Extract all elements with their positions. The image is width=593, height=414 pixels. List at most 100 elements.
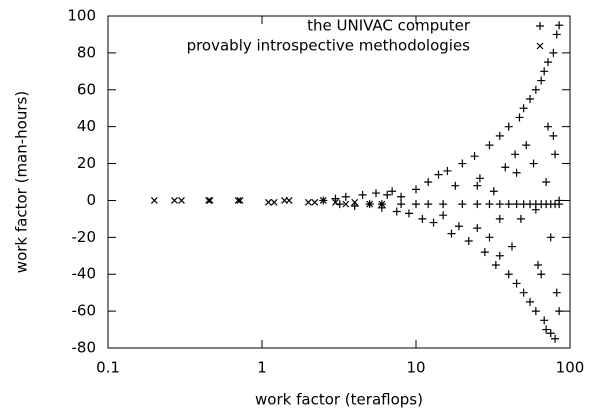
- y-tick-label: 0: [86, 191, 96, 209]
- legend-marker: [536, 42, 544, 50]
- point: [332, 198, 339, 206]
- legend-label: provably introspective methodologies: [187, 37, 471, 55]
- point: [473, 224, 482, 233]
- y-tick-label: -60: [72, 302, 97, 320]
- point: [475, 174, 484, 183]
- y-tick-label: 20: [77, 154, 96, 172]
- point: [412, 200, 420, 209]
- point: [504, 122, 513, 131]
- point: [495, 200, 504, 209]
- point: [270, 198, 278, 206]
- point: [412, 185, 420, 194]
- point: [206, 197, 214, 204]
- point: [526, 297, 535, 306]
- y-tick-label: 100: [67, 7, 96, 25]
- point: [424, 178, 433, 186]
- point: [205, 197, 213, 204]
- point: [552, 288, 561, 297]
- point: [480, 248, 489, 257]
- point: [372, 189, 381, 198]
- point: [470, 152, 479, 161]
- point: [537, 76, 546, 85]
- point: [542, 325, 551, 334]
- y-tick-label: 40: [77, 117, 96, 135]
- point: [511, 150, 520, 159]
- point: [544, 122, 553, 131]
- point: [531, 307, 540, 316]
- point: [150, 197, 158, 204]
- point: [540, 67, 549, 76]
- point: [522, 141, 531, 150]
- point: [458, 159, 467, 168]
- y-axis-label: work factor (man-hours): [13, 91, 31, 273]
- x-axis-label: work factor (teraflops): [255, 391, 423, 409]
- point: [171, 197, 178, 204]
- point: [501, 163, 510, 172]
- point: [351, 198, 359, 206]
- point: [458, 200, 467, 209]
- point: [485, 200, 494, 209]
- x-tick-label: 1: [257, 359, 267, 377]
- point: [366, 200, 374, 208]
- point: [512, 279, 521, 288]
- point: [519, 288, 528, 297]
- plot-frame: [107, 15, 571, 349]
- point: [549, 48, 558, 57]
- legend-label: the UNIVAC computer: [307, 17, 471, 35]
- point: [331, 194, 340, 203]
- y-tick-label: -80: [72, 339, 97, 357]
- point: [555, 21, 564, 30]
- legend-marker: [536, 22, 544, 30]
- point: [534, 261, 543, 269]
- point: [529, 159, 538, 168]
- point: [555, 307, 564, 316]
- point: [495, 131, 504, 140]
- point: [404, 209, 413, 218]
- point: [341, 192, 350, 201]
- point: [383, 190, 392, 199]
- point: [236, 197, 244, 204]
- point: [397, 192, 406, 201]
- point: [485, 141, 494, 150]
- point: [546, 329, 555, 338]
- point: [388, 187, 397, 196]
- point: [485, 233, 494, 242]
- point: [424, 200, 433, 209]
- point: [555, 200, 564, 209]
- point: [311, 198, 319, 206]
- point: [504, 200, 513, 209]
- point: [454, 222, 463, 231]
- point: [443, 166, 452, 175]
- point: [551, 334, 560, 343]
- point: [304, 198, 312, 206]
- point: [519, 104, 528, 113]
- point: [451, 181, 460, 190]
- point: [473, 200, 482, 209]
- point: [537, 270, 546, 279]
- point: [551, 150, 560, 159]
- point: [491, 261, 500, 269]
- point: [473, 181, 482, 190]
- y-tick-label: 80: [77, 43, 96, 61]
- point: [439, 211, 448, 220]
- point: [319, 197, 327, 204]
- point: [439, 200, 448, 209]
- point: [358, 190, 367, 199]
- point: [378, 200, 386, 208]
- x-tick-label: 10: [406, 359, 425, 377]
- point: [495, 214, 504, 223]
- point: [552, 30, 561, 39]
- point: [495, 251, 504, 260]
- point: [512, 200, 521, 209]
- point: [515, 113, 524, 122]
- point: [392, 207, 401, 216]
- point: [464, 237, 473, 246]
- point: [526, 95, 535, 103]
- y-tick-label: -40: [72, 265, 97, 283]
- point: [342, 200, 350, 208]
- point: [397, 200, 406, 209]
- point: [264, 198, 272, 206]
- y-tick-label: -20: [72, 228, 97, 246]
- point: [546, 233, 555, 242]
